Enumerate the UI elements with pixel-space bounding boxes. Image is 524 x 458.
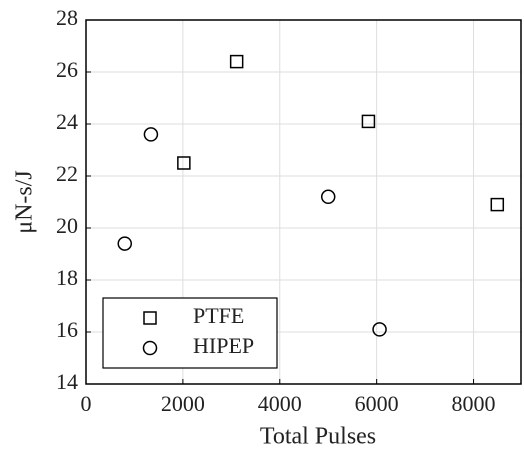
legend-marker: [142, 340, 158, 356]
y-tick-label: 26: [56, 57, 78, 82]
y-tick-label: 16: [56, 317, 78, 342]
point: [117, 236, 133, 251]
x-tick-label: 4000: [258, 391, 302, 416]
legend-label: PTFE: [193, 303, 244, 328]
legend-box: [102, 297, 278, 369]
point: [177, 156, 191, 170]
point: [320, 189, 336, 205]
plot-frame: [85, 19, 522, 385]
x-tick-label: 2000: [161, 391, 205, 416]
point: [372, 322, 387, 337]
point: [143, 127, 159, 142]
x-tick-label: 6000: [355, 391, 399, 416]
x-tick-label: 8000: [452, 391, 496, 416]
y-tick-label: 20: [56, 213, 78, 238]
y-tick-label: 28: [56, 5, 78, 30]
x-tick-label: 0: [81, 391, 92, 416]
y-tick-label: 18: [56, 265, 78, 290]
point: [229, 54, 244, 69]
y-tick-label: 22: [56, 161, 78, 186]
y-tick-label: 24: [56, 109, 78, 134]
legend-label: HIPEP: [193, 333, 254, 358]
y-tick-label: 14: [56, 369, 78, 394]
point: [490, 197, 505, 212]
y-axis-label: μN-s/J: [12, 170, 38, 234]
legend-marker: [143, 311, 157, 325]
x-axis-label: Total Pulses: [260, 424, 376, 450]
point: [361, 114, 376, 129]
